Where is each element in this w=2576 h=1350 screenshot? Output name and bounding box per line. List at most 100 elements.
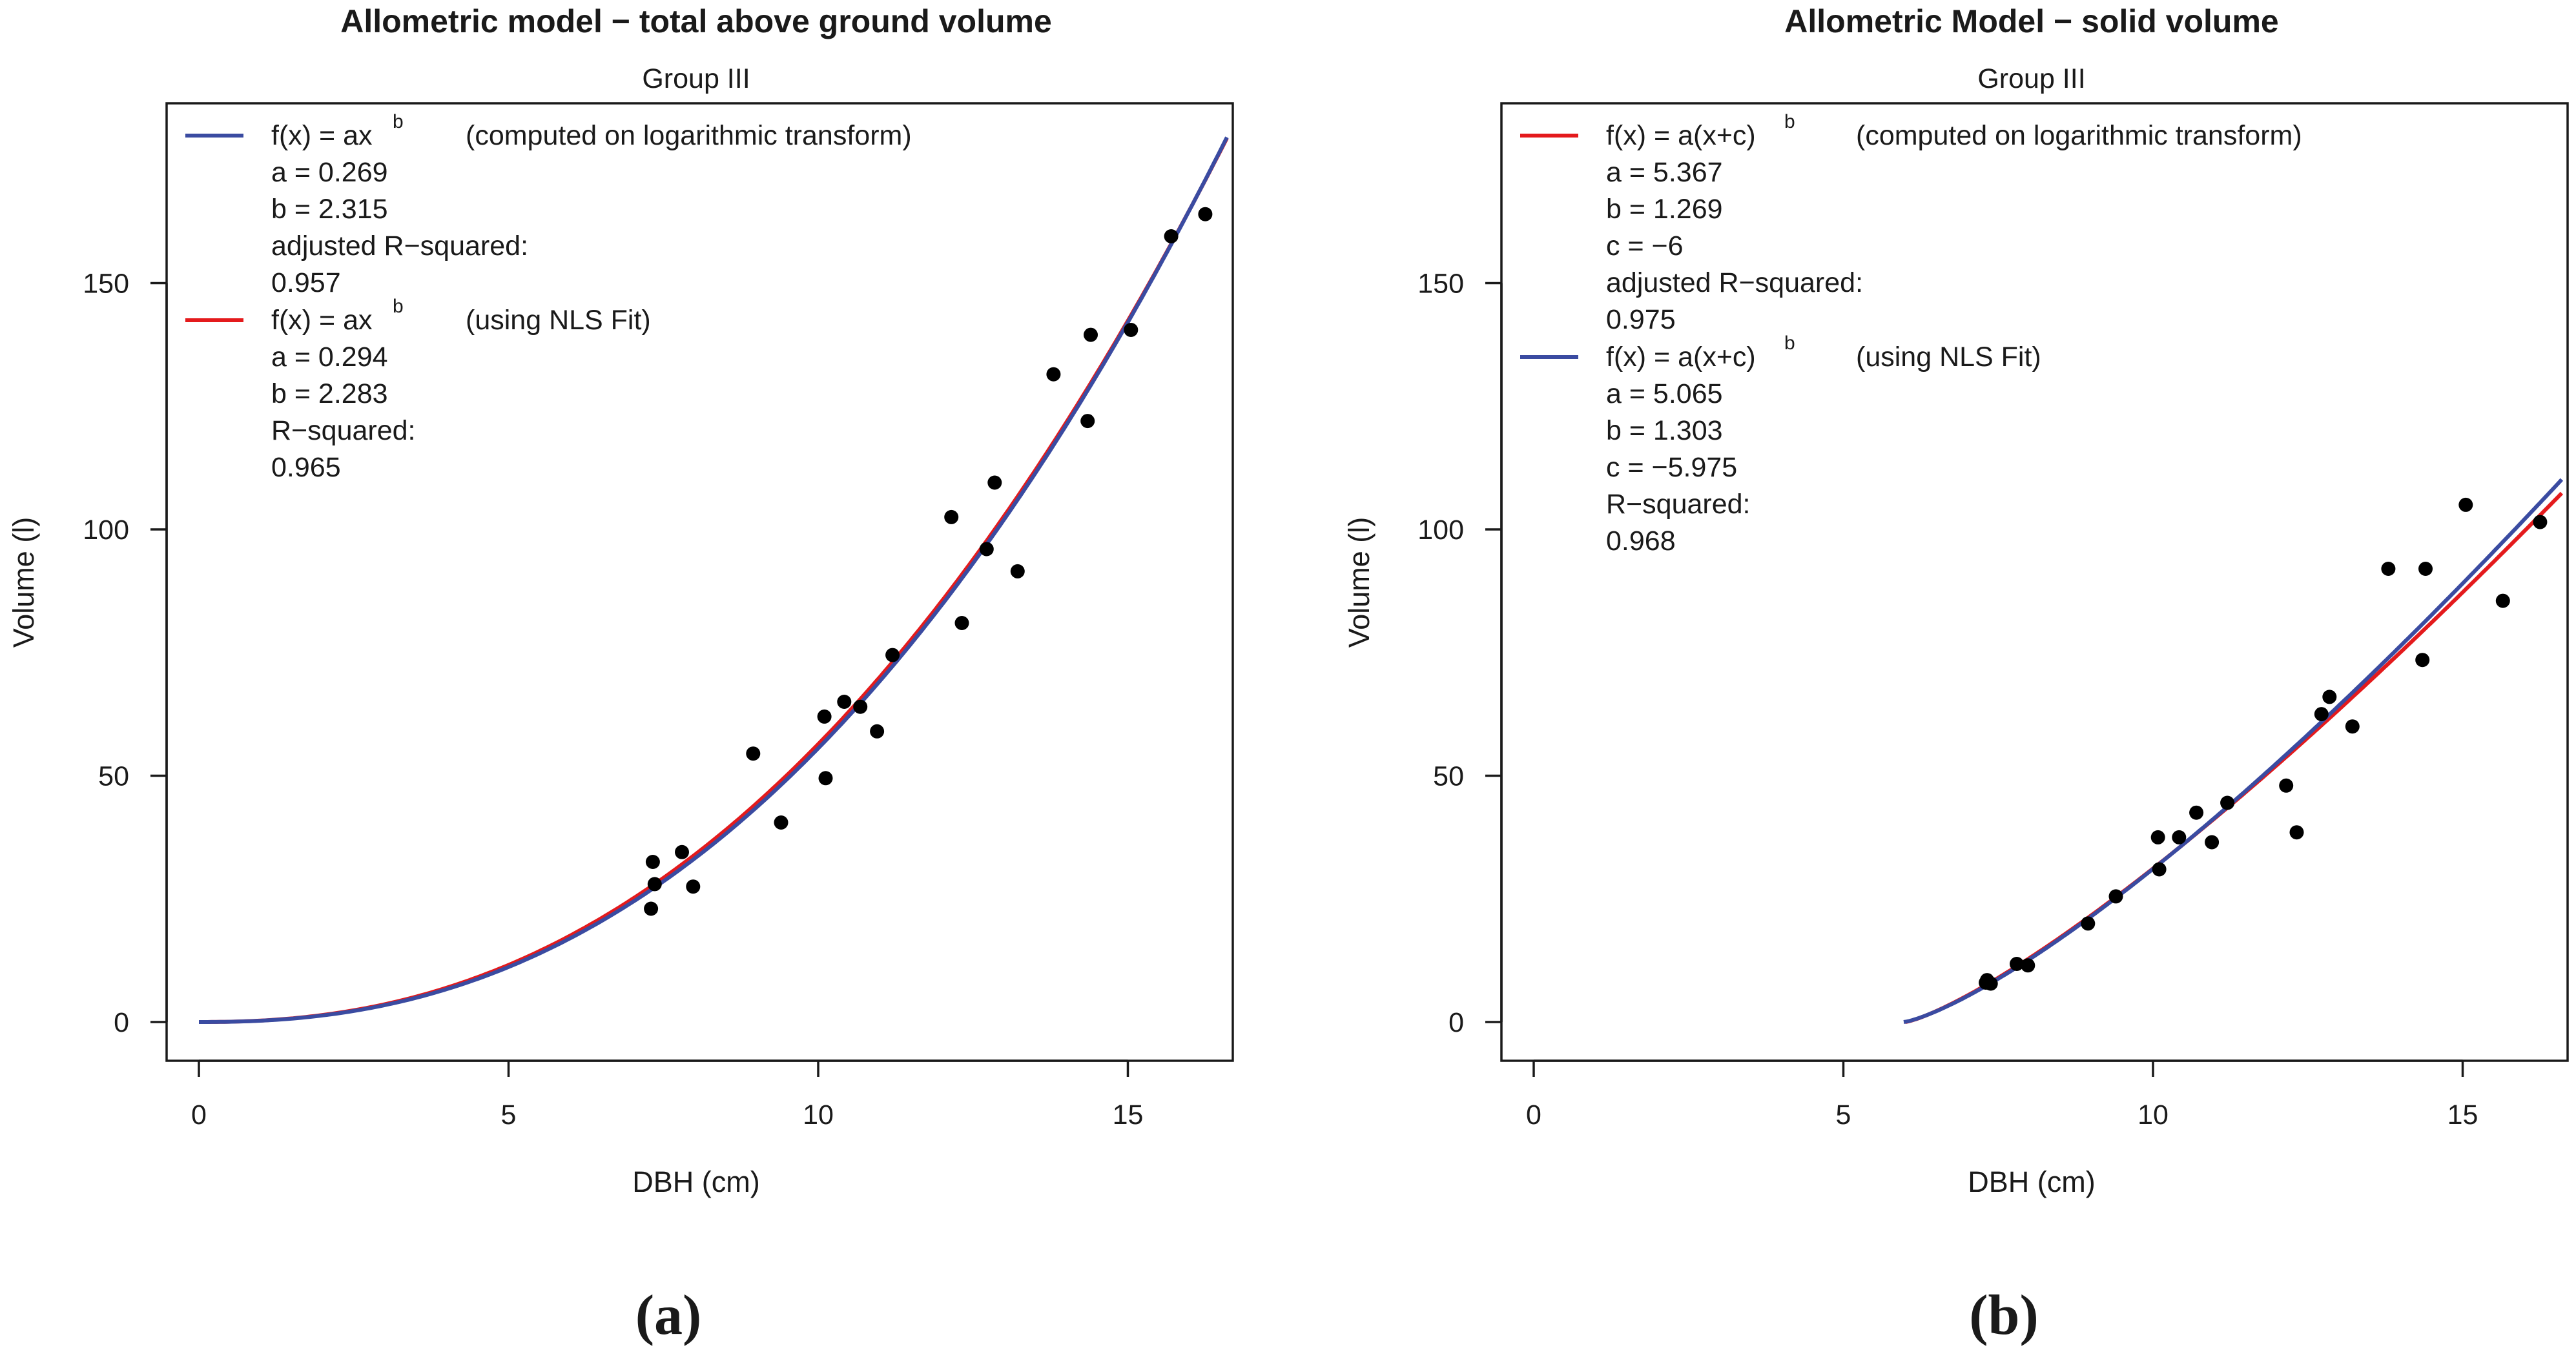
x-tick-label: 15 <box>2447 1099 2478 1130</box>
legend-exponent: b <box>393 111 404 132</box>
data-point <box>2345 719 2360 734</box>
data-point <box>2418 562 2433 576</box>
legend-param-a: a = 0.294 <box>271 342 388 373</box>
data-point <box>2381 562 2396 576</box>
legend-fit-label: R−squared: <box>1606 489 1751 520</box>
data-point <box>2205 835 2220 850</box>
y-tick-label: 0 <box>114 1007 129 1038</box>
x-axis: 0 5 10 15 <box>191 1059 1144 1130</box>
x-tick-label: 0 <box>1526 1099 1541 1130</box>
legend-param-c: c = −6 <box>1606 230 1684 261</box>
legend-formula: f(x) = a(x+c) <box>1606 120 1756 151</box>
data-point <box>954 616 969 630</box>
panel-label: (b) <box>1969 1284 2039 1347</box>
fit-curve-log-transform <box>199 136 1229 1024</box>
y-tick-label: 150 <box>83 269 129 300</box>
data-point <box>1010 564 1025 578</box>
legend-formula: f(x) = ax <box>271 305 373 336</box>
data-point <box>2108 889 2123 904</box>
legend-param-b: b = 2.315 <box>271 194 388 225</box>
y-axis: 0 50 100 150 <box>83 269 168 1038</box>
fit-curve-log-transform <box>1904 491 2564 1024</box>
legend-method: (using NLS Fit) <box>1856 342 2041 373</box>
x-axis-label: DBH (cm) <box>632 1165 759 1198</box>
data-point <box>987 475 1002 490</box>
data-points <box>1979 497 2548 991</box>
data-point <box>2415 653 2430 668</box>
legend-param-b: b = 2.283 <box>271 378 388 409</box>
chart-title: Allometric model − total above ground vo… <box>340 3 1052 39</box>
data-point <box>647 877 662 892</box>
data-point <box>2314 707 2329 722</box>
legend-fit-label: R−squared: <box>271 415 416 446</box>
panel-b: Allometric Model − solid volume Group II… <box>1343 3 2569 1347</box>
data-point <box>1080 414 1095 429</box>
data-point <box>746 746 761 761</box>
data-point <box>1046 367 1061 382</box>
chart-subtitle: Group III <box>642 63 750 94</box>
legend-exponent: b <box>1784 332 1795 354</box>
data-point <box>2189 805 2204 820</box>
fit-curves <box>199 136 1229 1024</box>
data-point <box>645 855 660 869</box>
x-tick-label: 15 <box>1113 1099 1144 1130</box>
data-point <box>1084 327 1098 342</box>
data-point <box>944 509 959 524</box>
data-point <box>1124 323 1139 337</box>
data-point <box>774 815 788 830</box>
x-tick-label: 0 <box>191 1099 207 1130</box>
y-tick-label: 0 <box>1448 1007 1464 1038</box>
chart-subtitle: Group III <box>1977 63 2085 94</box>
data-point <box>853 699 868 714</box>
legend-method: (computed on logarithmic transform) <box>1856 120 2302 151</box>
fit-curve-nls <box>199 137 1229 1024</box>
legend-fit-value: 0.957 <box>271 267 341 298</box>
y-tick-label: 50 <box>1433 761 1464 792</box>
legend-fit-label: adjusted R−squared: <box>1606 267 1863 298</box>
data-point <box>1983 976 1998 991</box>
data-point <box>2010 957 2024 971</box>
data-points <box>644 207 1213 916</box>
panel-label: (a) <box>635 1284 702 1347</box>
x-tick-label: 5 <box>1836 1099 1851 1130</box>
legend-fit-label: adjusted R−squared: <box>271 230 528 261</box>
legend-param-a: a = 5.367 <box>1606 157 1723 188</box>
legend-formula: f(x) = a(x+c) <box>1606 342 1756 373</box>
legend: f(x) = ax b (computed on logarithmic tra… <box>185 111 912 483</box>
data-point <box>2021 958 2035 973</box>
fit-curves <box>1903 478 2564 1024</box>
data-point <box>2081 916 2096 931</box>
data-point <box>2152 862 2167 877</box>
data-point <box>2150 830 2165 844</box>
legend-fit-value: 0.965 <box>271 452 341 483</box>
data-point <box>2289 825 2304 840</box>
legend-exponent: b <box>1784 111 1795 132</box>
legend-formula: f(x) = ax <box>271 120 373 151</box>
data-point <box>2533 515 2548 529</box>
legend-param-c: c = −5.975 <box>1606 452 1737 483</box>
data-point <box>1164 229 1179 243</box>
legend-fit-value: 0.968 <box>1606 526 1676 557</box>
data-point <box>644 901 659 916</box>
data-point <box>2172 830 2187 844</box>
legend-exponent: b <box>393 296 404 317</box>
legend-method: (using NLS Fit) <box>466 305 651 336</box>
data-point <box>1198 207 1213 221</box>
data-point <box>2322 690 2337 704</box>
x-tick-label: 10 <box>803 1099 834 1130</box>
y-axis-label: Volume (l) <box>7 517 40 648</box>
data-point <box>2495 593 2510 608</box>
data-point <box>818 771 833 786</box>
data-point <box>2220 795 2235 810</box>
y-axis: 0 50 100 150 <box>1417 269 1503 1038</box>
legend-fit-value: 0.975 <box>1606 304 1676 335</box>
legend-param-b: b = 1.303 <box>1606 415 1723 446</box>
data-point <box>2458 497 2473 512</box>
y-axis-label: Volume (l) <box>1343 517 1376 648</box>
data-point <box>686 879 701 894</box>
x-tick-label: 5 <box>501 1099 517 1130</box>
data-point <box>817 709 832 724</box>
legend-param-a: a = 0.269 <box>271 157 388 188</box>
legend-param-a: a = 5.065 <box>1606 378 1723 409</box>
